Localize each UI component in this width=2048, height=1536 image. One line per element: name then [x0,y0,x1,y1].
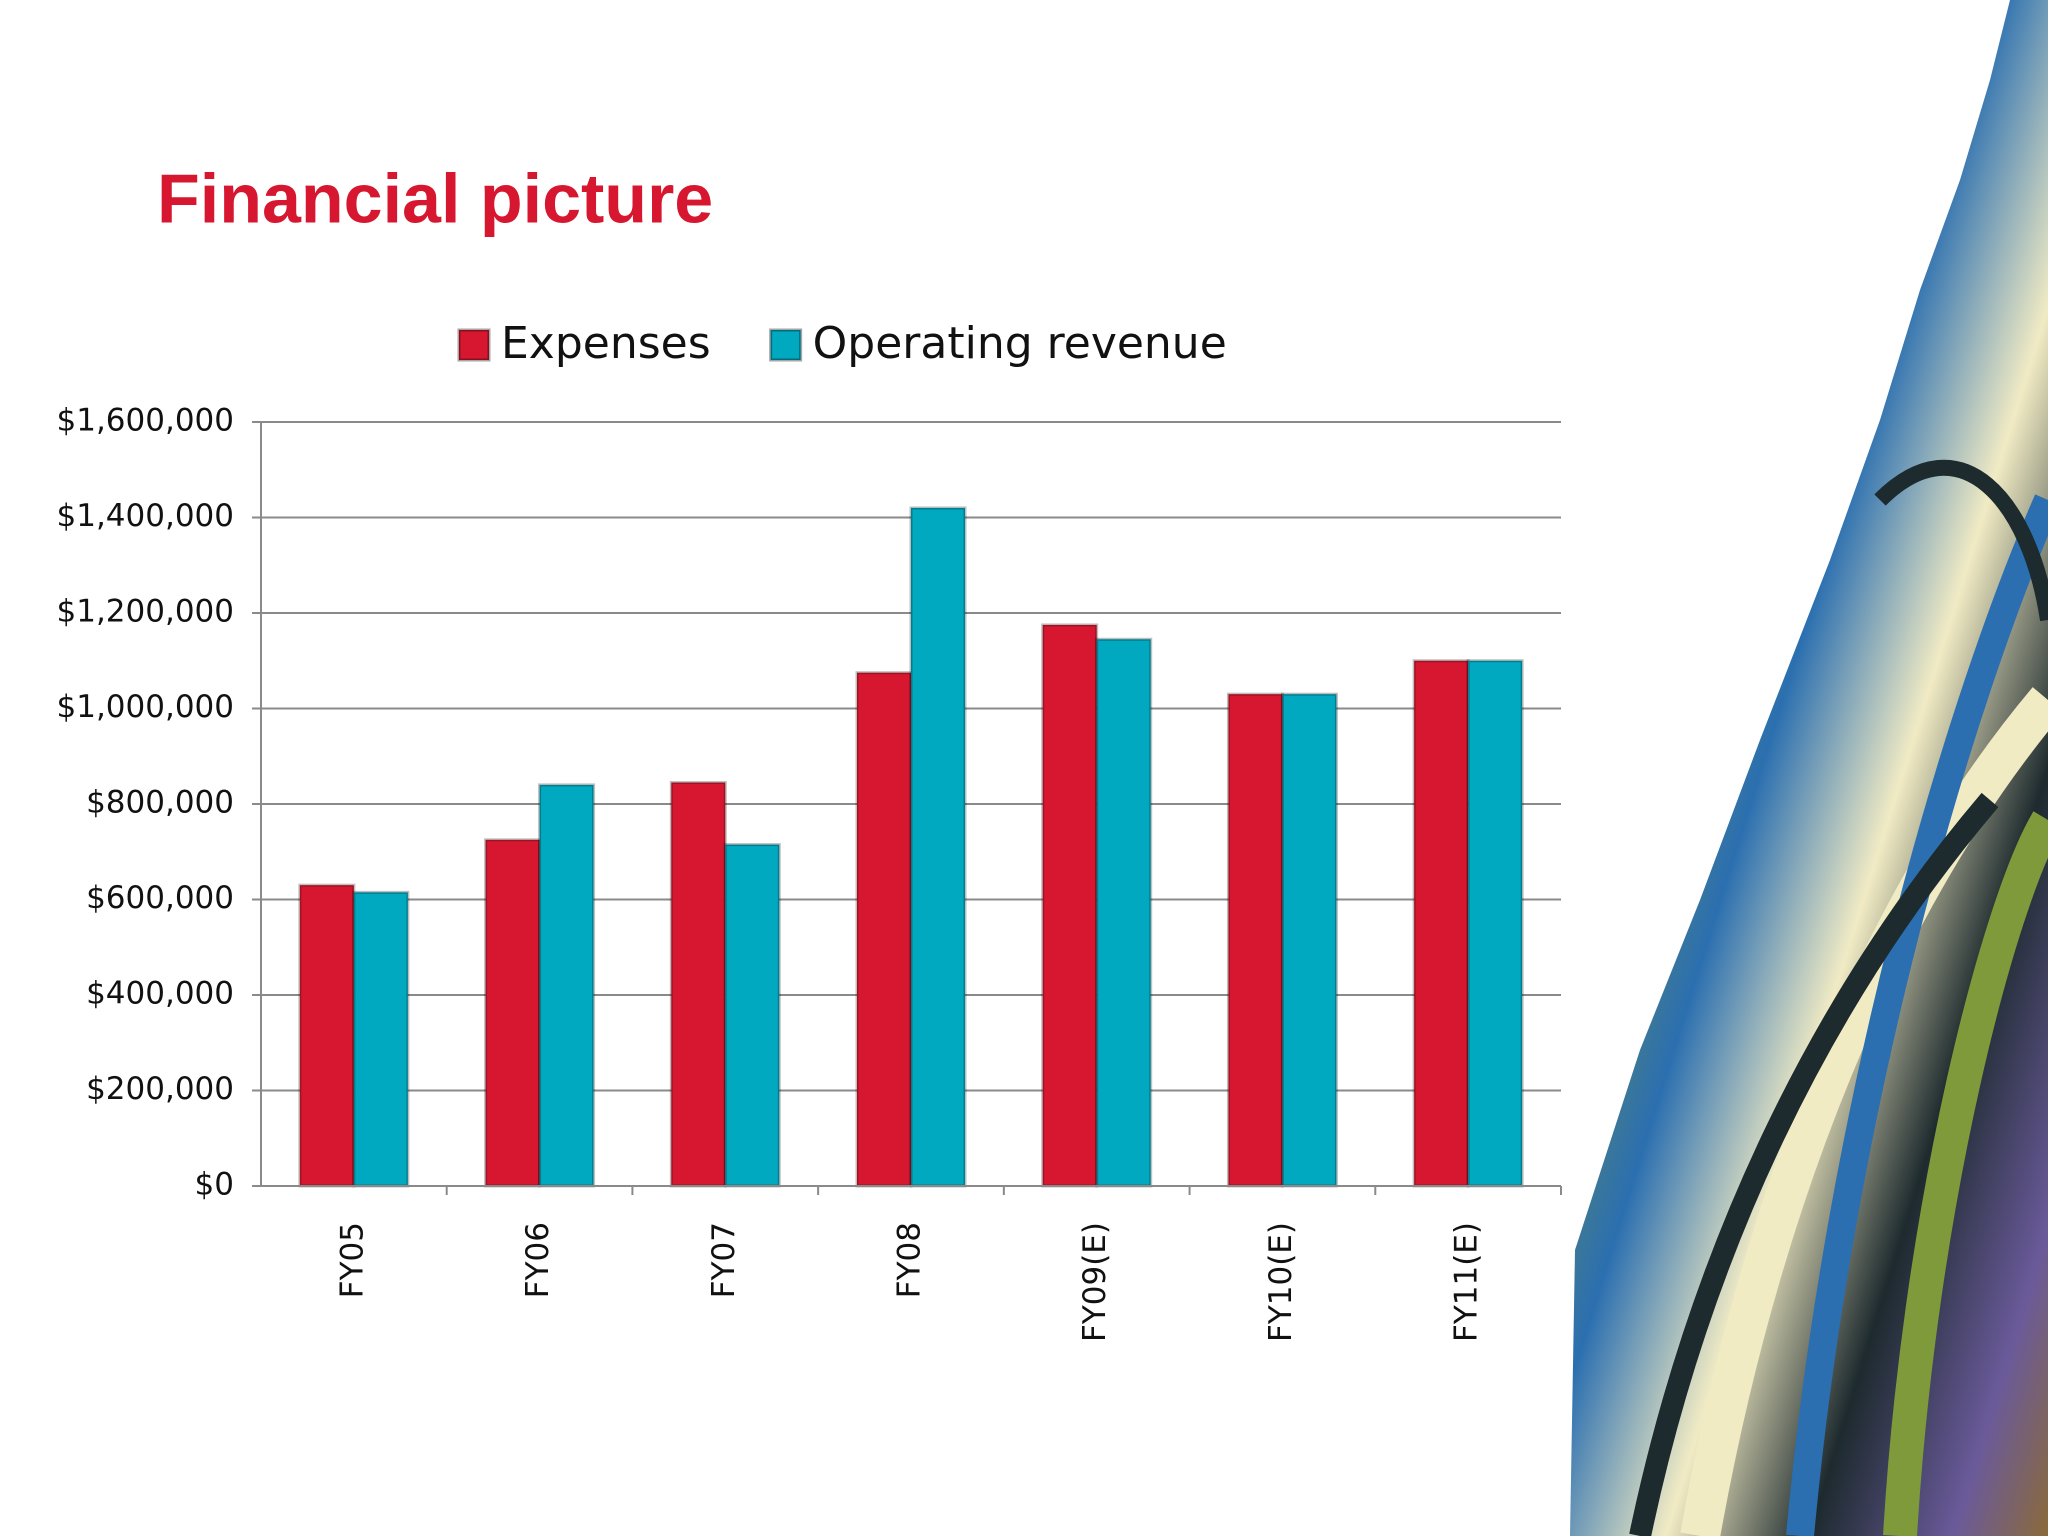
y-tick-label: $1,400,000 [57,498,235,534]
y-tick-label: $200,000 [86,1071,234,1107]
bar [1095,637,1153,1188]
bar [669,781,727,1188]
y-tick-label: $0 [195,1167,234,1203]
legend-swatch [457,328,491,362]
bar [1280,692,1338,1188]
x-tick-label: FY07 [706,1222,742,1298]
y-tick-label: $1,200,000 [57,594,235,630]
legend-swatch [769,328,803,362]
bar [538,783,596,1188]
legend-label: Expenses [501,318,711,369]
bar [1226,692,1284,1188]
bar [855,671,913,1188]
bar [484,838,542,1188]
legend-label: Operating revenue [813,318,1227,369]
y-tick-label: $400,000 [86,976,234,1012]
bar [352,890,410,1188]
x-tick-label: FY06 [520,1222,556,1298]
x-tick-label: FY10(E) [1263,1222,1299,1342]
x-tick-label: FY09(E) [1077,1222,1113,1342]
x-tick-label: FY08 [892,1222,928,1298]
bar [909,506,967,1188]
legend: Expenses Operating revenue [457,318,1227,369]
x-tick-label: FY05 [334,1222,370,1298]
y-tick-label: $800,000 [86,785,234,821]
x-tick-label: FY11(E) [1449,1222,1485,1342]
bar [1412,659,1470,1188]
y-tick-label: $1,600,000 [57,403,235,439]
chart-title: Financial picture [157,159,713,237]
bar [298,883,356,1188]
bar [1041,623,1099,1188]
y-tick-label: $1,000,000 [57,689,235,725]
bar [723,843,781,1188]
decorative-painting [1570,0,2048,1536]
bar [1466,659,1524,1188]
y-tick-label: $600,000 [86,880,234,916]
